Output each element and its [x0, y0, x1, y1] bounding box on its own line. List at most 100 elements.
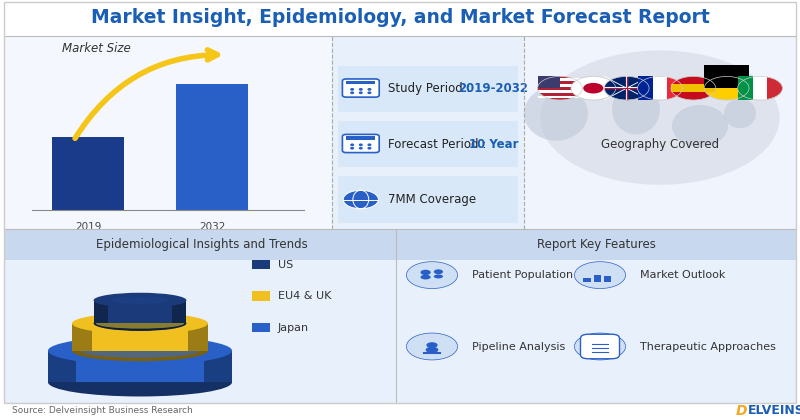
Ellipse shape	[672, 105, 728, 147]
FancyBboxPatch shape	[342, 79, 379, 97]
FancyBboxPatch shape	[346, 136, 375, 140]
Text: Report Key Features: Report Key Features	[537, 239, 655, 251]
FancyBboxPatch shape	[338, 121, 518, 167]
FancyBboxPatch shape	[594, 275, 601, 283]
FancyBboxPatch shape	[94, 300, 186, 323]
Text: 10 Year: 10 Year	[469, 138, 518, 150]
FancyBboxPatch shape	[342, 134, 379, 152]
Text: Forecast Period :: Forecast Period :	[388, 138, 490, 150]
FancyBboxPatch shape	[252, 291, 270, 301]
Text: Japan: Japan	[278, 323, 309, 333]
FancyBboxPatch shape	[538, 76, 560, 88]
FancyBboxPatch shape	[4, 229, 396, 403]
FancyBboxPatch shape	[583, 278, 590, 283]
FancyArrowPatch shape	[75, 50, 218, 138]
FancyBboxPatch shape	[396, 229, 796, 260]
FancyBboxPatch shape	[52, 136, 124, 210]
Text: D: D	[736, 404, 747, 418]
Circle shape	[359, 92, 362, 94]
Text: 7MM Coverage: 7MM Coverage	[388, 193, 476, 206]
Circle shape	[574, 333, 626, 360]
FancyBboxPatch shape	[671, 84, 716, 92]
Text: Source: Delveinsight Business Research: Source: Delveinsight Business Research	[12, 406, 193, 415]
FancyBboxPatch shape	[538, 84, 582, 87]
Circle shape	[538, 76, 582, 100]
Text: ELVEINSIGHT: ELVEINSIGHT	[748, 404, 800, 417]
Circle shape	[604, 76, 649, 100]
Ellipse shape	[48, 336, 232, 365]
Text: 2019-2032: 2019-2032	[458, 82, 528, 95]
Circle shape	[671, 76, 716, 100]
Circle shape	[638, 76, 682, 100]
Circle shape	[406, 262, 458, 289]
FancyBboxPatch shape	[581, 334, 619, 359]
Circle shape	[671, 76, 716, 100]
FancyBboxPatch shape	[48, 351, 232, 382]
FancyBboxPatch shape	[524, 36, 796, 229]
Circle shape	[574, 262, 626, 289]
Circle shape	[368, 144, 370, 145]
FancyBboxPatch shape	[704, 76, 749, 88]
FancyBboxPatch shape	[205, 351, 232, 382]
FancyBboxPatch shape	[173, 300, 186, 323]
Circle shape	[351, 89, 354, 90]
Text: Geography Covered: Geography Covered	[601, 139, 719, 151]
Ellipse shape	[434, 274, 443, 278]
Circle shape	[604, 76, 649, 100]
Text: Patient Population: Patient Population	[472, 270, 573, 280]
FancyBboxPatch shape	[187, 323, 208, 351]
FancyBboxPatch shape	[338, 66, 518, 112]
FancyBboxPatch shape	[48, 351, 75, 382]
Circle shape	[571, 76, 616, 100]
FancyBboxPatch shape	[738, 76, 767, 100]
Text: Market Size: Market Size	[62, 42, 130, 55]
Circle shape	[704, 76, 749, 100]
Circle shape	[571, 76, 616, 100]
FancyBboxPatch shape	[94, 300, 107, 323]
FancyBboxPatch shape	[538, 90, 582, 92]
Ellipse shape	[48, 368, 232, 396]
Text: Market Insight, Epidemiology, and Market Forecast Report: Market Insight, Epidemiology, and Market…	[90, 8, 710, 27]
Text: Therapeutic Approaches: Therapeutic Approaches	[640, 341, 776, 352]
Circle shape	[704, 76, 749, 100]
FancyBboxPatch shape	[4, 229, 396, 260]
Ellipse shape	[524, 86, 588, 141]
Ellipse shape	[540, 50, 780, 185]
Ellipse shape	[94, 293, 186, 308]
Text: Study Period :: Study Period :	[388, 82, 474, 95]
FancyBboxPatch shape	[176, 84, 248, 210]
FancyBboxPatch shape	[332, 36, 524, 229]
Text: US: US	[278, 260, 293, 270]
Circle shape	[351, 144, 354, 145]
Text: Market Outlook: Market Outlook	[640, 270, 726, 280]
FancyBboxPatch shape	[338, 176, 518, 223]
Text: 2019: 2019	[75, 222, 101, 232]
Ellipse shape	[72, 313, 208, 334]
Circle shape	[351, 92, 354, 94]
Ellipse shape	[724, 99, 756, 128]
Circle shape	[426, 342, 438, 348]
Text: EU4 & UK: EU4 & UK	[278, 291, 331, 301]
Circle shape	[738, 76, 782, 100]
Circle shape	[738, 76, 782, 100]
Circle shape	[359, 144, 362, 145]
Circle shape	[351, 147, 354, 149]
FancyBboxPatch shape	[704, 65, 749, 88]
Ellipse shape	[80, 344, 200, 358]
Circle shape	[421, 270, 430, 275]
FancyBboxPatch shape	[604, 276, 611, 283]
FancyBboxPatch shape	[638, 76, 667, 100]
Ellipse shape	[94, 316, 186, 331]
FancyBboxPatch shape	[252, 323, 270, 332]
FancyBboxPatch shape	[538, 96, 582, 98]
FancyBboxPatch shape	[346, 81, 375, 84]
FancyBboxPatch shape	[72, 323, 92, 351]
Text: Pipeline Analysis: Pipeline Analysis	[472, 341, 566, 352]
Circle shape	[368, 147, 370, 149]
FancyBboxPatch shape	[396, 229, 796, 403]
Text: 2032: 2032	[199, 222, 225, 232]
Ellipse shape	[72, 340, 208, 361]
Circle shape	[434, 269, 443, 274]
Ellipse shape	[110, 297, 170, 304]
Circle shape	[368, 89, 370, 90]
